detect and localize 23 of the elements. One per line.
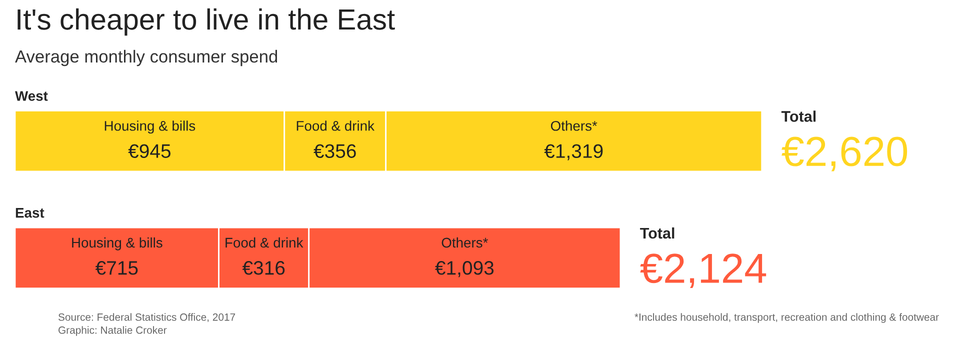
series-label: Housing & bills — [104, 120, 196, 134]
text: Food & drink — [296, 120, 375, 131]
data-label: €945 — [128, 144, 170, 158]
data-label: €1,319 — [544, 144, 603, 160]
annotation: Total — [640, 227, 674, 239]
total-label: €2,620 — [782, 136, 908, 172]
annotation: Source: Federal Statistics Office, 2017 — [58, 313, 236, 322]
text: Others* — [442, 237, 488, 248]
annotation: *Includes household, transport, recreation and clothing & footwear — [634, 313, 939, 323]
annotation: Total — [781, 110, 816, 122]
text: Graphic: Natalie Croker — [58, 326, 167, 336]
data-label: €715 — [95, 261, 138, 275]
chart-title: It's cheaper to live in the East — [18, 8, 395, 36]
data-label: €316 — [242, 261, 285, 275]
chart-subtitle: Average monthly consumer spend — [15, 50, 278, 66]
y-tick-label: East — [16, 208, 44, 218]
data-label: €356 — [314, 144, 356, 158]
y-tick-label: West — [15, 91, 48, 101]
series-label: Others* — [550, 120, 598, 131]
total-label: €2,124 — [640, 254, 766, 288]
series-label: Food & drink — [226, 237, 304, 248]
data-label: €1,093 — [435, 261, 494, 278]
text: Housing & bills — [72, 237, 162, 250]
